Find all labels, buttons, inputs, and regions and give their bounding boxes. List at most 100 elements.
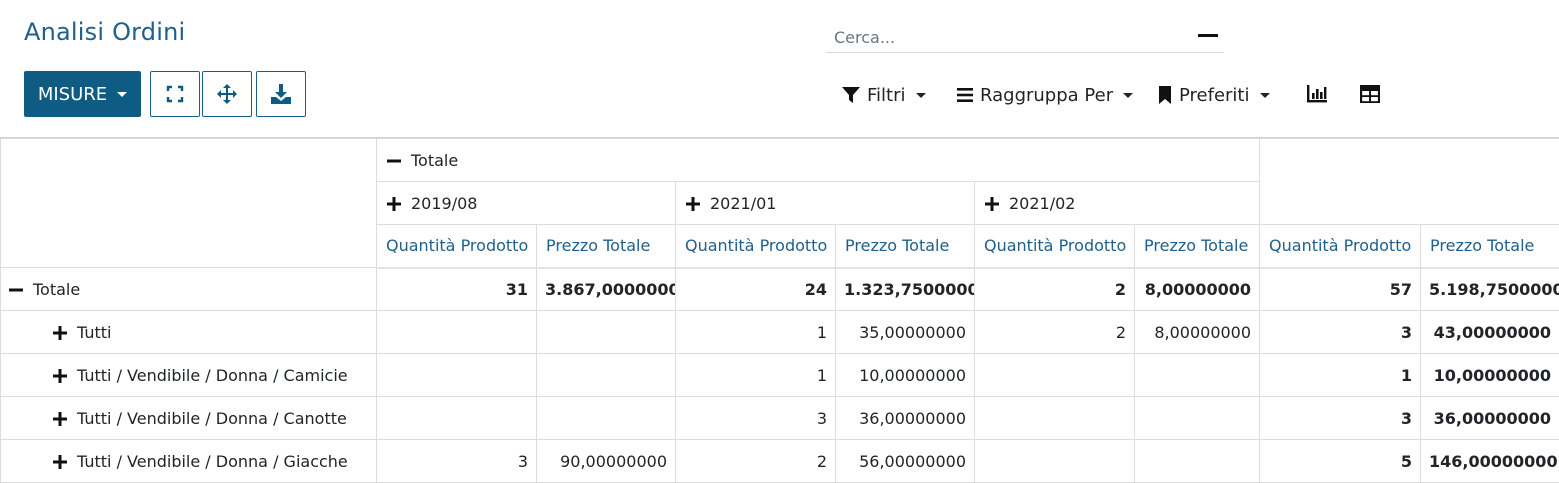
groupby-dropdown[interactable]: Raggruppa Per — [956, 82, 1133, 108]
row-header-label: Tutti / Vendibile / Donna / Canotte — [77, 409, 347, 428]
col-group-label: 2021/02 — [1009, 194, 1075, 213]
pivot-cell[interactable]: 3 — [1260, 311, 1421, 354]
pivot-cell[interactable] — [1135, 397, 1260, 440]
pivot-cell[interactable]: 2 — [975, 268, 1135, 311]
pivot-cell[interactable]: 24 — [676, 268, 836, 311]
pivot-cell[interactable] — [377, 397, 537, 440]
total-header-blank — [1260, 139, 1559, 225]
row-header[interactable]: Tutti / Vendibile / Donna / Camicie — [1, 354, 377, 397]
flip-axis-button[interactable] — [202, 71, 252, 117]
caret-down-icon — [1260, 93, 1270, 98]
download-button[interactable] — [256, 71, 306, 117]
caret-down-icon — [117, 92, 127, 97]
pivot-cell[interactable] — [975, 397, 1135, 440]
minus-icon[interactable] — [1198, 34, 1218, 37]
pivot-cell[interactable]: 2 — [676, 440, 836, 483]
pivot-cell[interactable] — [377, 354, 537, 397]
pivot-cell[interactable] — [537, 354, 676, 397]
col-header-group[interactable]: 2021/01 — [676, 182, 975, 225]
pivot-cell[interactable]: 5 — [1260, 440, 1421, 483]
search-bar — [826, 20, 1224, 53]
plus-icon — [53, 455, 67, 469]
bars-icon — [956, 86, 974, 104]
pivot-cell[interactable]: 1 — [676, 311, 836, 354]
plus-icon — [686, 197, 700, 211]
pivot-cell[interactable]: 10,00000000 — [836, 354, 975, 397]
pivot-cell[interactable]: 57 — [1260, 268, 1421, 311]
pivot-cell[interactable]: 43,00000000 — [1421, 311, 1559, 354]
measure-header[interactable]: Quantità Prodotto — [975, 225, 1135, 268]
pivot-cell[interactable]: 1 — [1260, 354, 1421, 397]
pivot-cell[interactable]: 3.867,00000000 — [537, 268, 676, 311]
pivot-cell[interactable]: 1.323,75000000 — [836, 268, 975, 311]
pivot-cell[interactable]: 36,00000000 — [1421, 397, 1559, 440]
expand-all-button[interactable] — [150, 71, 200, 117]
pivot-cell[interactable]: 90,00000000 — [537, 440, 676, 483]
pivot-cell[interactable]: 5.198,75000000 — [1421, 268, 1559, 311]
pivot-cell[interactable] — [975, 440, 1135, 483]
row-header[interactable]: Tutti / Vendibile / Donna / Canotte — [1, 397, 377, 440]
filters-dropdown[interactable]: Filtri — [841, 82, 926, 108]
favorites-dropdown[interactable]: Preferiti — [1157, 82, 1270, 108]
row-header[interactable]: Totale — [1, 268, 377, 311]
download-icon — [270, 83, 292, 105]
minus-icon — [9, 283, 23, 297]
pivot-cell[interactable]: 2 — [975, 311, 1135, 354]
measure-header[interactable]: Quantità Prodotto — [1260, 225, 1421, 268]
col-group-label: 2019/08 — [411, 194, 477, 213]
measure-header[interactable]: Prezzo Totale — [1421, 225, 1559, 268]
pivot-cell[interactable] — [975, 354, 1135, 397]
pivot-cell[interactable]: 8,00000000 — [1135, 311, 1260, 354]
pivot-cell[interactable]: 35,00000000 — [836, 311, 975, 354]
row-header-label: Tutti — [77, 323, 111, 342]
pivot-cell[interactable]: 3 — [1260, 397, 1421, 440]
pivot-cell[interactable] — [1135, 354, 1260, 397]
row-header-label: Totale — [33, 280, 80, 299]
pivot-cell[interactable]: 10,00000000 — [1421, 354, 1559, 397]
col-header-group[interactable]: 2019/08 — [377, 182, 676, 225]
pivot-cell[interactable]: 8,00000000 — [1135, 268, 1260, 311]
bar-chart-icon — [1306, 84, 1328, 104]
plus-icon — [53, 326, 67, 340]
pivot-cell[interactable]: 31 — [377, 268, 537, 311]
pivot-view-button[interactable] — [1359, 83, 1381, 105]
measures-dropdown-button[interactable]: MISURE — [24, 71, 141, 117]
pivot-cell[interactable]: 3 — [377, 440, 537, 483]
row-header[interactable]: Tutti — [1, 311, 377, 354]
pivot-cell[interactable]: 56,00000000 — [836, 440, 975, 483]
measure-header[interactable]: Prezzo Totale — [836, 225, 975, 268]
col-header-total[interactable]: Totale — [377, 139, 1260, 182]
pivot-cell[interactable] — [537, 397, 676, 440]
pivot-cell[interactable] — [1135, 440, 1260, 483]
caret-down-icon — [916, 93, 926, 98]
pivot-cell[interactable]: 146,00000000 — [1421, 440, 1559, 483]
plus-icon — [53, 412, 67, 426]
graph-view-button[interactable] — [1306, 83, 1328, 105]
pivot-cell[interactable]: 36,00000000 — [836, 397, 975, 440]
caret-down-icon — [1123, 93, 1133, 98]
pivot-cell[interactable] — [377, 311, 537, 354]
col-group-label: 2021/01 — [710, 194, 776, 213]
plus-icon — [53, 369, 67, 383]
filters-label: Filtri — [867, 85, 906, 106]
pivot-cell[interactable]: 3 — [676, 397, 836, 440]
row-header-label: Tutti / Vendibile / Donna / Camicie — [77, 366, 348, 385]
groupby-label: Raggruppa Per — [980, 85, 1113, 106]
pivot-table: Totale 2019/08 2021/01 2021/02 Quantità … — [0, 138, 1559, 483]
favorites-label: Preferiti — [1179, 85, 1250, 106]
pivot-cell[interactable]: 1 — [676, 354, 836, 397]
row-header-label: Tutti / Vendibile / Donna / Giacche — [77, 452, 348, 471]
measure-header[interactable]: Prezzo Totale — [1135, 225, 1260, 268]
pivot-cell[interactable] — [537, 311, 676, 354]
row-header[interactable]: Tutti / Vendibile / Donna / Giacche — [1, 440, 377, 483]
minus-icon — [387, 154, 401, 168]
search-input[interactable] — [832, 23, 1176, 51]
table-row: Totale 313.867,00000000241.323,7500000028… — [1, 268, 1559, 311]
measure-header[interactable]: Quantità Prodotto — [676, 225, 836, 268]
measure-header[interactable]: Quantità Prodotto — [377, 225, 537, 268]
col-header-group[interactable]: 2021/02 — [975, 182, 1260, 225]
measure-header[interactable]: Prezzo Totale — [537, 225, 676, 268]
